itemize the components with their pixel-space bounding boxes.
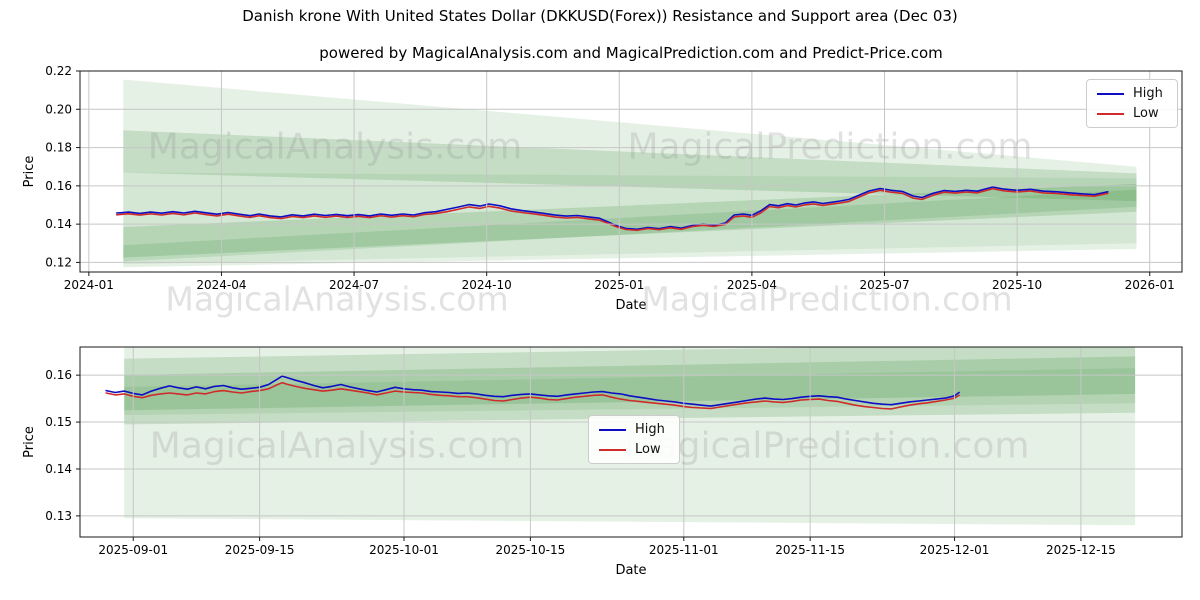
low-line	[115, 187, 1109, 232]
x-axis-label: Date	[615, 563, 646, 578]
high-line	[115, 186, 1109, 231]
y-tick-label: 0.14	[45, 217, 72, 231]
x-tick-label: 2025-07	[859, 278, 909, 292]
chart-subtitle: powered by MagicalAnalysis.com and Magic…	[319, 44, 943, 62]
support-band-2	[123, 189, 1137, 262]
x-tick-label: 2025-01	[594, 278, 644, 292]
top-price-chart: 2024-01 2024-04 2024-07 2024-10 2025-01 2025-…	[22, 64, 1183, 313]
x-tick-label: 2025-09-15	[225, 543, 295, 557]
legend-item-high: High	[599, 423, 665, 436]
x-tick-label: 2026-01	[1125, 278, 1175, 292]
x-tick-label: 2025-10-01	[369, 543, 439, 557]
legend-label-high: High	[1133, 86, 1163, 101]
y-tick-label: 0.12	[45, 255, 72, 269]
x-tick-label: 2025-12-15	[1046, 543, 1116, 557]
plot-border	[79, 346, 1183, 538]
low-line-sample	[599, 448, 626, 451]
x-tick-label: 2025-10-15	[495, 543, 565, 557]
y-tick-label: 0.20	[45, 102, 72, 116]
x-tick-label: 2024-07	[329, 278, 379, 292]
y-tick-label: 0.22	[45, 64, 72, 78]
legend-label-low: Low	[635, 442, 661, 457]
outer-fan	[123, 79, 1137, 268]
legend-item-low: Low	[599, 443, 665, 456]
y-tick-label: 0.13	[45, 509, 72, 523]
legend-label-high: High	[635, 422, 665, 437]
x-tick-label: 2025-11-01	[649, 543, 719, 557]
x-tick-label: 2025-09-01	[98, 543, 168, 557]
x-tick-label: 2024-01	[64, 278, 114, 292]
y-tick-label: 0.18	[45, 141, 72, 155]
bottom-price-chart-zoom: 2025-09-01 2025-09-15 2025-10-01 2025-10-15…	[22, 346, 1183, 578]
y-tick-label: 0.15	[45, 415, 72, 429]
plot-border	[79, 70, 1183, 273]
y-axis-label: Price	[22, 156, 37, 188]
low-line-sample	[1097, 112, 1124, 115]
x-tick-label: 2024-04	[196, 278, 246, 292]
support-band	[123, 183, 1137, 258]
x-tick-label: 2025-10	[992, 278, 1042, 292]
mid-fan	[123, 172, 1137, 265]
legend-bottom: High Low	[588, 415, 680, 464]
legend-label-low: Low	[1133, 106, 1159, 121]
support-band	[124, 356, 1136, 425]
x-tick-label: 2025-12-01	[920, 543, 990, 557]
legend-item-high: High	[1097, 87, 1163, 100]
support-band-2	[124, 368, 1136, 415]
y-tick-label: 0.14	[45, 462, 72, 476]
high-line-sample	[1097, 92, 1124, 95]
chart-title: Danish krone With United States Dollar (…	[242, 7, 958, 25]
y-tick-label: 0.16	[45, 368, 72, 382]
y-axis-label: Price	[22, 426, 37, 458]
x-tick-label: 2024-10	[462, 278, 512, 292]
legend-top: High Low	[1086, 79, 1178, 128]
x-tick-label: 2025-11-15	[775, 543, 845, 557]
y-tick-label: 0.16	[45, 179, 72, 193]
x-tick-label: 2025-04	[727, 278, 777, 292]
x-axis-label: Date	[615, 298, 646, 313]
legend-item-low: Low	[1097, 107, 1163, 120]
high-line-sample	[599, 428, 626, 431]
